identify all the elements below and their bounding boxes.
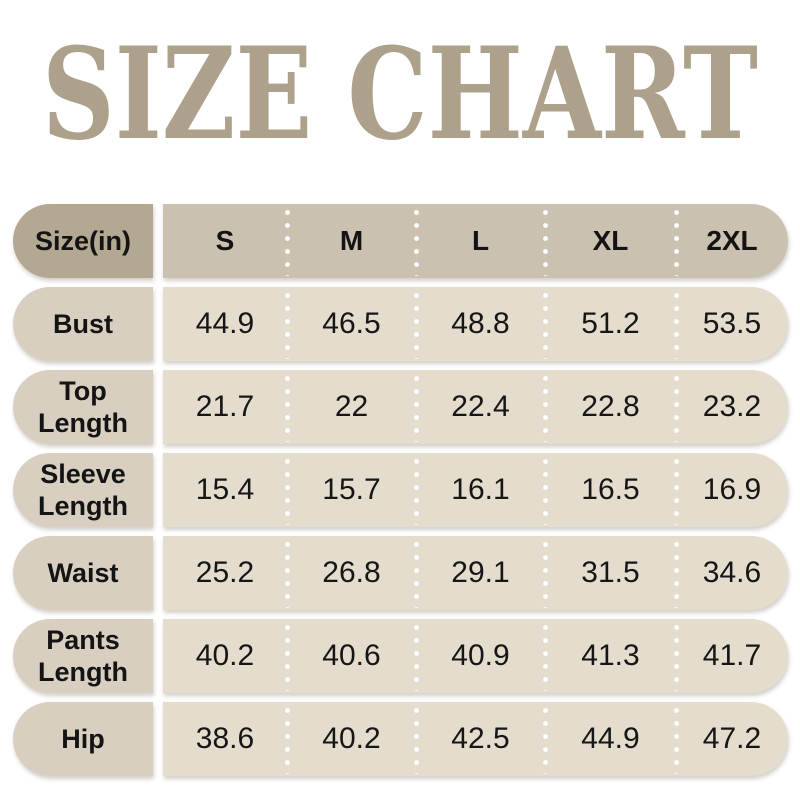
column-header-xl: XL (542, 204, 676, 278)
table-row-pants-length: Pants Length 40.2 40.6 40.9 41.3 41.7 (13, 619, 788, 693)
row-values-strip: 21.7 22 22.4 22.8 23.2 (163, 370, 788, 444)
value-cell: 51.2 (542, 287, 676, 361)
row-label-waist: Waist (13, 536, 153, 610)
header-values-strip: S M L XL 2XL (163, 204, 788, 278)
row-values-strip: 15.4 15.7 16.1 16.5 16.9 (163, 453, 788, 527)
column-header-2xl: 2XL (673, 204, 788, 278)
value-cell: 23.2 (673, 370, 788, 444)
table-row-sleeve-length: Sleeve Length 15.4 15.7 16.1 16.5 16.9 (13, 453, 788, 527)
table-row-waist: Waist 25.2 26.8 29.1 31.5 34.6 (13, 536, 788, 610)
column-header-s: S (215, 225, 235, 256)
row-label-top-length: Top Length (13, 370, 153, 444)
value-cell: 47.2 (673, 702, 788, 776)
value-cell: 38.6 (195, 722, 255, 755)
row-values-strip: 44.9 46.5 48.8 51.2 53.5 (163, 287, 788, 361)
table-header-row: Size(in) S M L XL 2XL (13, 204, 788, 278)
value-cell: 22 (284, 370, 416, 444)
page-title-svg: SIZE CHART (42, 20, 758, 168)
value-cell: 40.9 (413, 619, 545, 693)
table-row-hip: Hip 38.6 40.2 42.5 44.9 47.2 (13, 702, 788, 776)
value-cell: 29.1 (413, 536, 545, 610)
size-chart-page: SIZE CHART Size(in) S M L XL 2XL Bust 44… (0, 20, 800, 800)
table-row-bust: Bust 44.9 46.5 48.8 51.2 53.5 (13, 287, 788, 361)
value-cell: 40.6 (284, 619, 416, 693)
page-title-text: SIZE CHART (42, 20, 758, 168)
value-cell: 44.9 (195, 307, 255, 340)
row-values-strip: 25.2 26.8 29.1 31.5 34.6 (163, 536, 788, 610)
value-cell: 44.9 (542, 702, 676, 776)
value-cell: 26.8 (284, 536, 416, 610)
column-header-m: M (284, 204, 416, 278)
value-cell: 41.3 (542, 619, 676, 693)
column-header-l: L (413, 204, 545, 278)
size-unit-header-cell: Size(in) (13, 204, 153, 278)
row-label-bust: Bust (13, 287, 153, 361)
value-cell: 21.7 (195, 390, 255, 423)
value-cell: 53.5 (673, 287, 788, 361)
page-title: SIZE CHART (0, 20, 800, 168)
row-label-pants-length: Pants Length (13, 619, 153, 693)
value-cell: 15.4 (195, 473, 255, 506)
value-cell: 40.2 (195, 639, 255, 672)
value-cell: 31.5 (542, 536, 676, 610)
value-cell: 25.2 (195, 556, 255, 589)
value-cell: 40.2 (284, 702, 416, 776)
row-label-hip: Hip (13, 702, 153, 776)
value-cell: 34.6 (673, 536, 788, 610)
value-cell: 42.5 (413, 702, 545, 776)
value-cell: 46.5 (284, 287, 416, 361)
value-cell: 16.9 (673, 453, 788, 527)
row-label-sleeve-length: Sleeve Length (13, 453, 153, 527)
value-cell: 48.8 (413, 287, 545, 361)
table-row-top-length: Top Length 21.7 22 22.4 22.8 23.2 (13, 370, 788, 444)
value-cell: 16.1 (413, 453, 545, 527)
value-cell: 22.8 (542, 370, 676, 444)
value-cell: 22.4 (413, 370, 545, 444)
row-values-strip: 40.2 40.6 40.9 41.3 41.7 (163, 619, 788, 693)
row-values-strip: 38.6 40.2 42.5 44.9 47.2 (163, 702, 788, 776)
value-cell: 15.7 (284, 453, 416, 527)
value-cell: 16.5 (542, 453, 676, 527)
value-cell: 41.7 (673, 619, 788, 693)
size-table: Size(in) S M L XL 2XL Bust 44.9 46.5 48.… (13, 204, 788, 776)
